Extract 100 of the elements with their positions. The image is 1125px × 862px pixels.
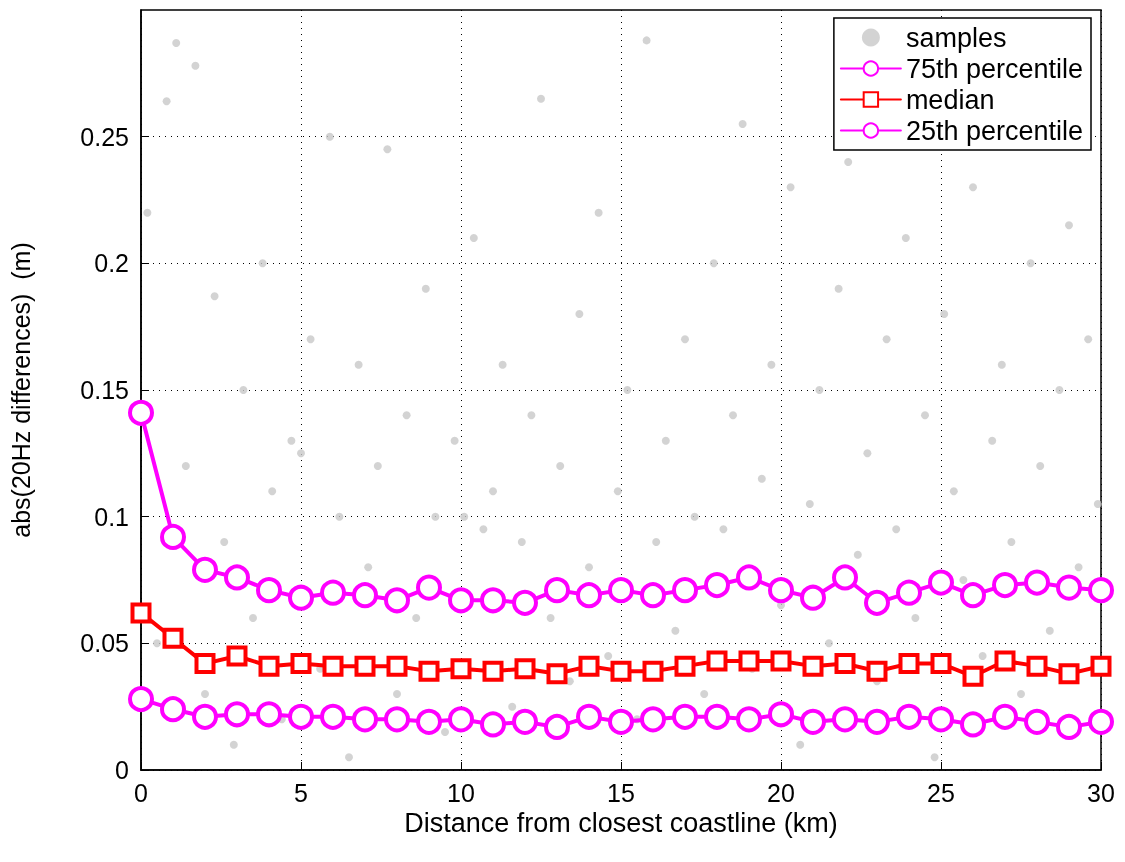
point	[514, 658, 536, 680]
point	[992, 703, 1018, 730]
point	[928, 706, 954, 733]
legend-label: samples	[905, 22, 1007, 53]
point	[130, 602, 152, 624]
point	[802, 655, 824, 677]
point	[576, 703, 602, 730]
x-axis-title: Distance from closest coastline (km)	[404, 808, 838, 839]
point	[768, 701, 794, 728]
point	[800, 584, 826, 611]
point	[128, 399, 154, 426]
y-tick-label: 0.2	[94, 249, 129, 278]
point	[1026, 655, 1048, 677]
point	[512, 589, 538, 616]
point	[544, 577, 570, 604]
point	[800, 708, 826, 735]
point	[1090, 655, 1112, 677]
point	[450, 658, 472, 680]
y-axis-title: abs(20Hz differences) (m)	[6, 242, 35, 538]
point	[544, 713, 570, 740]
point	[642, 660, 664, 682]
point	[448, 706, 474, 733]
point	[512, 708, 538, 735]
point	[608, 708, 634, 735]
point	[160, 523, 186, 550]
point	[610, 660, 632, 682]
point	[546, 663, 568, 685]
point	[704, 703, 730, 730]
point	[832, 706, 858, 733]
point	[416, 708, 442, 735]
point	[416, 574, 442, 601]
point	[864, 589, 890, 616]
point	[896, 579, 922, 606]
point	[768, 577, 794, 604]
point	[224, 564, 250, 591]
point	[192, 703, 218, 730]
point	[738, 650, 760, 672]
point	[384, 706, 410, 733]
y-tick-label: 0.1	[94, 502, 129, 531]
point	[224, 701, 250, 728]
point	[640, 582, 666, 609]
point	[1088, 708, 1114, 735]
point	[832, 564, 858, 591]
point	[320, 579, 346, 606]
point	[258, 655, 280, 677]
point	[482, 660, 504, 682]
point	[384, 587, 410, 614]
point	[352, 706, 378, 733]
legend-label: median	[905, 84, 995, 115]
point	[354, 655, 376, 677]
x-tick-label: 20	[767, 778, 795, 807]
point	[290, 653, 312, 675]
point	[386, 655, 408, 677]
point	[1088, 577, 1114, 604]
point	[256, 701, 282, 728]
point	[898, 653, 920, 675]
point	[736, 706, 762, 733]
point	[322, 655, 344, 677]
point	[352, 582, 378, 609]
point	[128, 686, 154, 713]
point	[674, 655, 696, 677]
point	[736, 564, 762, 591]
x-tick-label: 10	[447, 778, 475, 807]
point	[226, 645, 248, 667]
x-tick-label: 5	[294, 778, 308, 807]
point	[160, 696, 186, 723]
y-tick-label: 0.15	[80, 376, 129, 404]
point	[962, 665, 984, 687]
point	[194, 653, 216, 675]
point	[576, 582, 602, 609]
x-tick-label: 0	[134, 778, 148, 807]
point	[578, 655, 600, 677]
point	[834, 653, 856, 675]
point	[480, 587, 506, 614]
point	[256, 577, 282, 604]
point	[1024, 569, 1050, 596]
point	[480, 711, 506, 738]
point	[288, 584, 314, 611]
point	[704, 572, 730, 599]
point	[930, 653, 952, 675]
point	[864, 708, 890, 735]
point	[992, 572, 1018, 599]
point	[162, 627, 184, 649]
point	[866, 660, 888, 682]
point	[770, 650, 792, 672]
point	[320, 703, 346, 730]
point	[448, 587, 474, 614]
x-tick-label: 30	[1087, 778, 1115, 807]
point	[960, 582, 986, 609]
y-tick-label: 0.05	[80, 629, 129, 658]
point	[1024, 708, 1050, 735]
point	[960, 711, 986, 738]
point	[1056, 713, 1082, 740]
point	[1056, 574, 1082, 601]
point	[896, 703, 922, 730]
point	[608, 577, 634, 604]
legend-label: 25th percentile	[905, 115, 1083, 146]
point	[928, 569, 954, 596]
legend-label: 75th percentile	[905, 53, 1083, 84]
point	[418, 660, 440, 682]
